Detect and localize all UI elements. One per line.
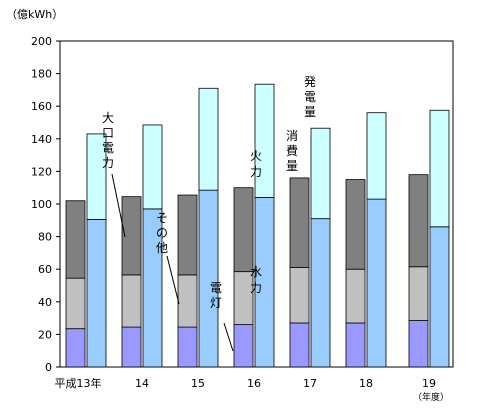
y-tick-label: 100 bbox=[31, 198, 52, 211]
y-tick-label: 140 bbox=[31, 133, 52, 146]
bar-consumption-大口電力 bbox=[345, 179, 366, 270]
y-tick-label: 180 bbox=[31, 68, 52, 81]
annotation-lighting: 電灯 bbox=[210, 281, 222, 310]
y-tick-label: 20 bbox=[38, 328, 52, 341]
bar-generation-水力 bbox=[310, 218, 331, 368]
bar-consumption-その他 bbox=[177, 274, 198, 328]
bar-consumption-電灯 bbox=[289, 322, 310, 368]
bar-consumption-大口電力 bbox=[289, 177, 310, 268]
bar-generation-火力 bbox=[254, 83, 275, 198]
leader-line-other bbox=[166, 255, 180, 305]
bar-generation-火力 bbox=[198, 87, 219, 191]
bar-consumption-大口電力 bbox=[121, 196, 142, 276]
y-tick-label: 40 bbox=[38, 296, 52, 309]
y-tick-label: 80 bbox=[38, 231, 52, 244]
x-axis-unit-label: （年度） bbox=[413, 391, 449, 403]
x-tick-label: 17 bbox=[303, 377, 317, 390]
y-tick-label: 60 bbox=[38, 263, 52, 276]
bar-generation-火力 bbox=[429, 109, 450, 228]
y-tick-label: 120 bbox=[31, 165, 52, 178]
bar-generation-水力 bbox=[366, 198, 387, 368]
x-tick-label: 16 bbox=[247, 377, 261, 390]
bar-generation-水力 bbox=[198, 189, 219, 368]
bar-generation-火力 bbox=[142, 124, 163, 210]
x-tick-label: 平成13年 bbox=[55, 376, 102, 390]
annotation-leaders bbox=[111, 173, 234, 352]
bar-consumption-その他 bbox=[408, 266, 429, 321]
bar-consumption-その他 bbox=[233, 271, 254, 326]
bar-consumption-電灯 bbox=[345, 322, 366, 368]
x-tick-label: 15 bbox=[191, 377, 205, 390]
bar-consumption-その他 bbox=[289, 267, 310, 324]
x-tick-label: 18 bbox=[359, 377, 373, 390]
x-tick-label: 14 bbox=[135, 377, 149, 390]
x-axis-labels: 平成13年 14 15 16 17 18 19 bbox=[55, 376, 437, 390]
bar-generation-火力 bbox=[366, 112, 387, 200]
y-tick-label: 200 bbox=[31, 35, 52, 48]
bar-consumption-その他 bbox=[121, 274, 142, 328]
x-tick-label: 19 bbox=[422, 377, 436, 390]
annotation-hydro: 水力 bbox=[250, 265, 262, 295]
bar-generation-水力 bbox=[429, 226, 450, 368]
bar-consumption-大口電力 bbox=[177, 194, 198, 276]
leader-line-lighting bbox=[223, 322, 234, 352]
annotation-thermal: 火力 bbox=[250, 149, 262, 179]
bar-generation-火力 bbox=[86, 133, 107, 220]
annotation-other: その他 bbox=[156, 211, 168, 255]
bar-consumption-大口電力 bbox=[65, 200, 86, 279]
y-axis-unit-label: （億kWh） bbox=[6, 8, 63, 21]
y-tick-label: 0 bbox=[45, 361, 52, 374]
bar-consumption-大口電力 bbox=[408, 174, 429, 268]
bar-consumption-電灯 bbox=[233, 324, 254, 368]
bars bbox=[65, 83, 450, 368]
y-axis-ticks: 0 20 40 60 80 100 120 140 160 180 200 bbox=[31, 35, 60, 374]
bar-consumption-大口電力 bbox=[233, 187, 254, 273]
bar-consumption-その他 bbox=[65, 277, 86, 330]
bar-consumption-その他 bbox=[345, 268, 366, 324]
annotation-large-power: 大口電力 bbox=[102, 111, 114, 170]
y-tick-label: 160 bbox=[31, 100, 52, 113]
bar-consumption-電灯 bbox=[408, 320, 429, 368]
leader-line-large-power bbox=[111, 173, 126, 238]
annotation-generation: 発電量 bbox=[304, 75, 316, 119]
annotation-consumption: 消費量 bbox=[286, 129, 298, 173]
bar-consumption-電灯 bbox=[65, 328, 86, 368]
bar-consumption-電灯 bbox=[121, 326, 142, 368]
bar-consumption-電灯 bbox=[177, 326, 198, 368]
bar-generation-水力 bbox=[86, 219, 107, 368]
bar-generation-火力 bbox=[310, 127, 331, 220]
